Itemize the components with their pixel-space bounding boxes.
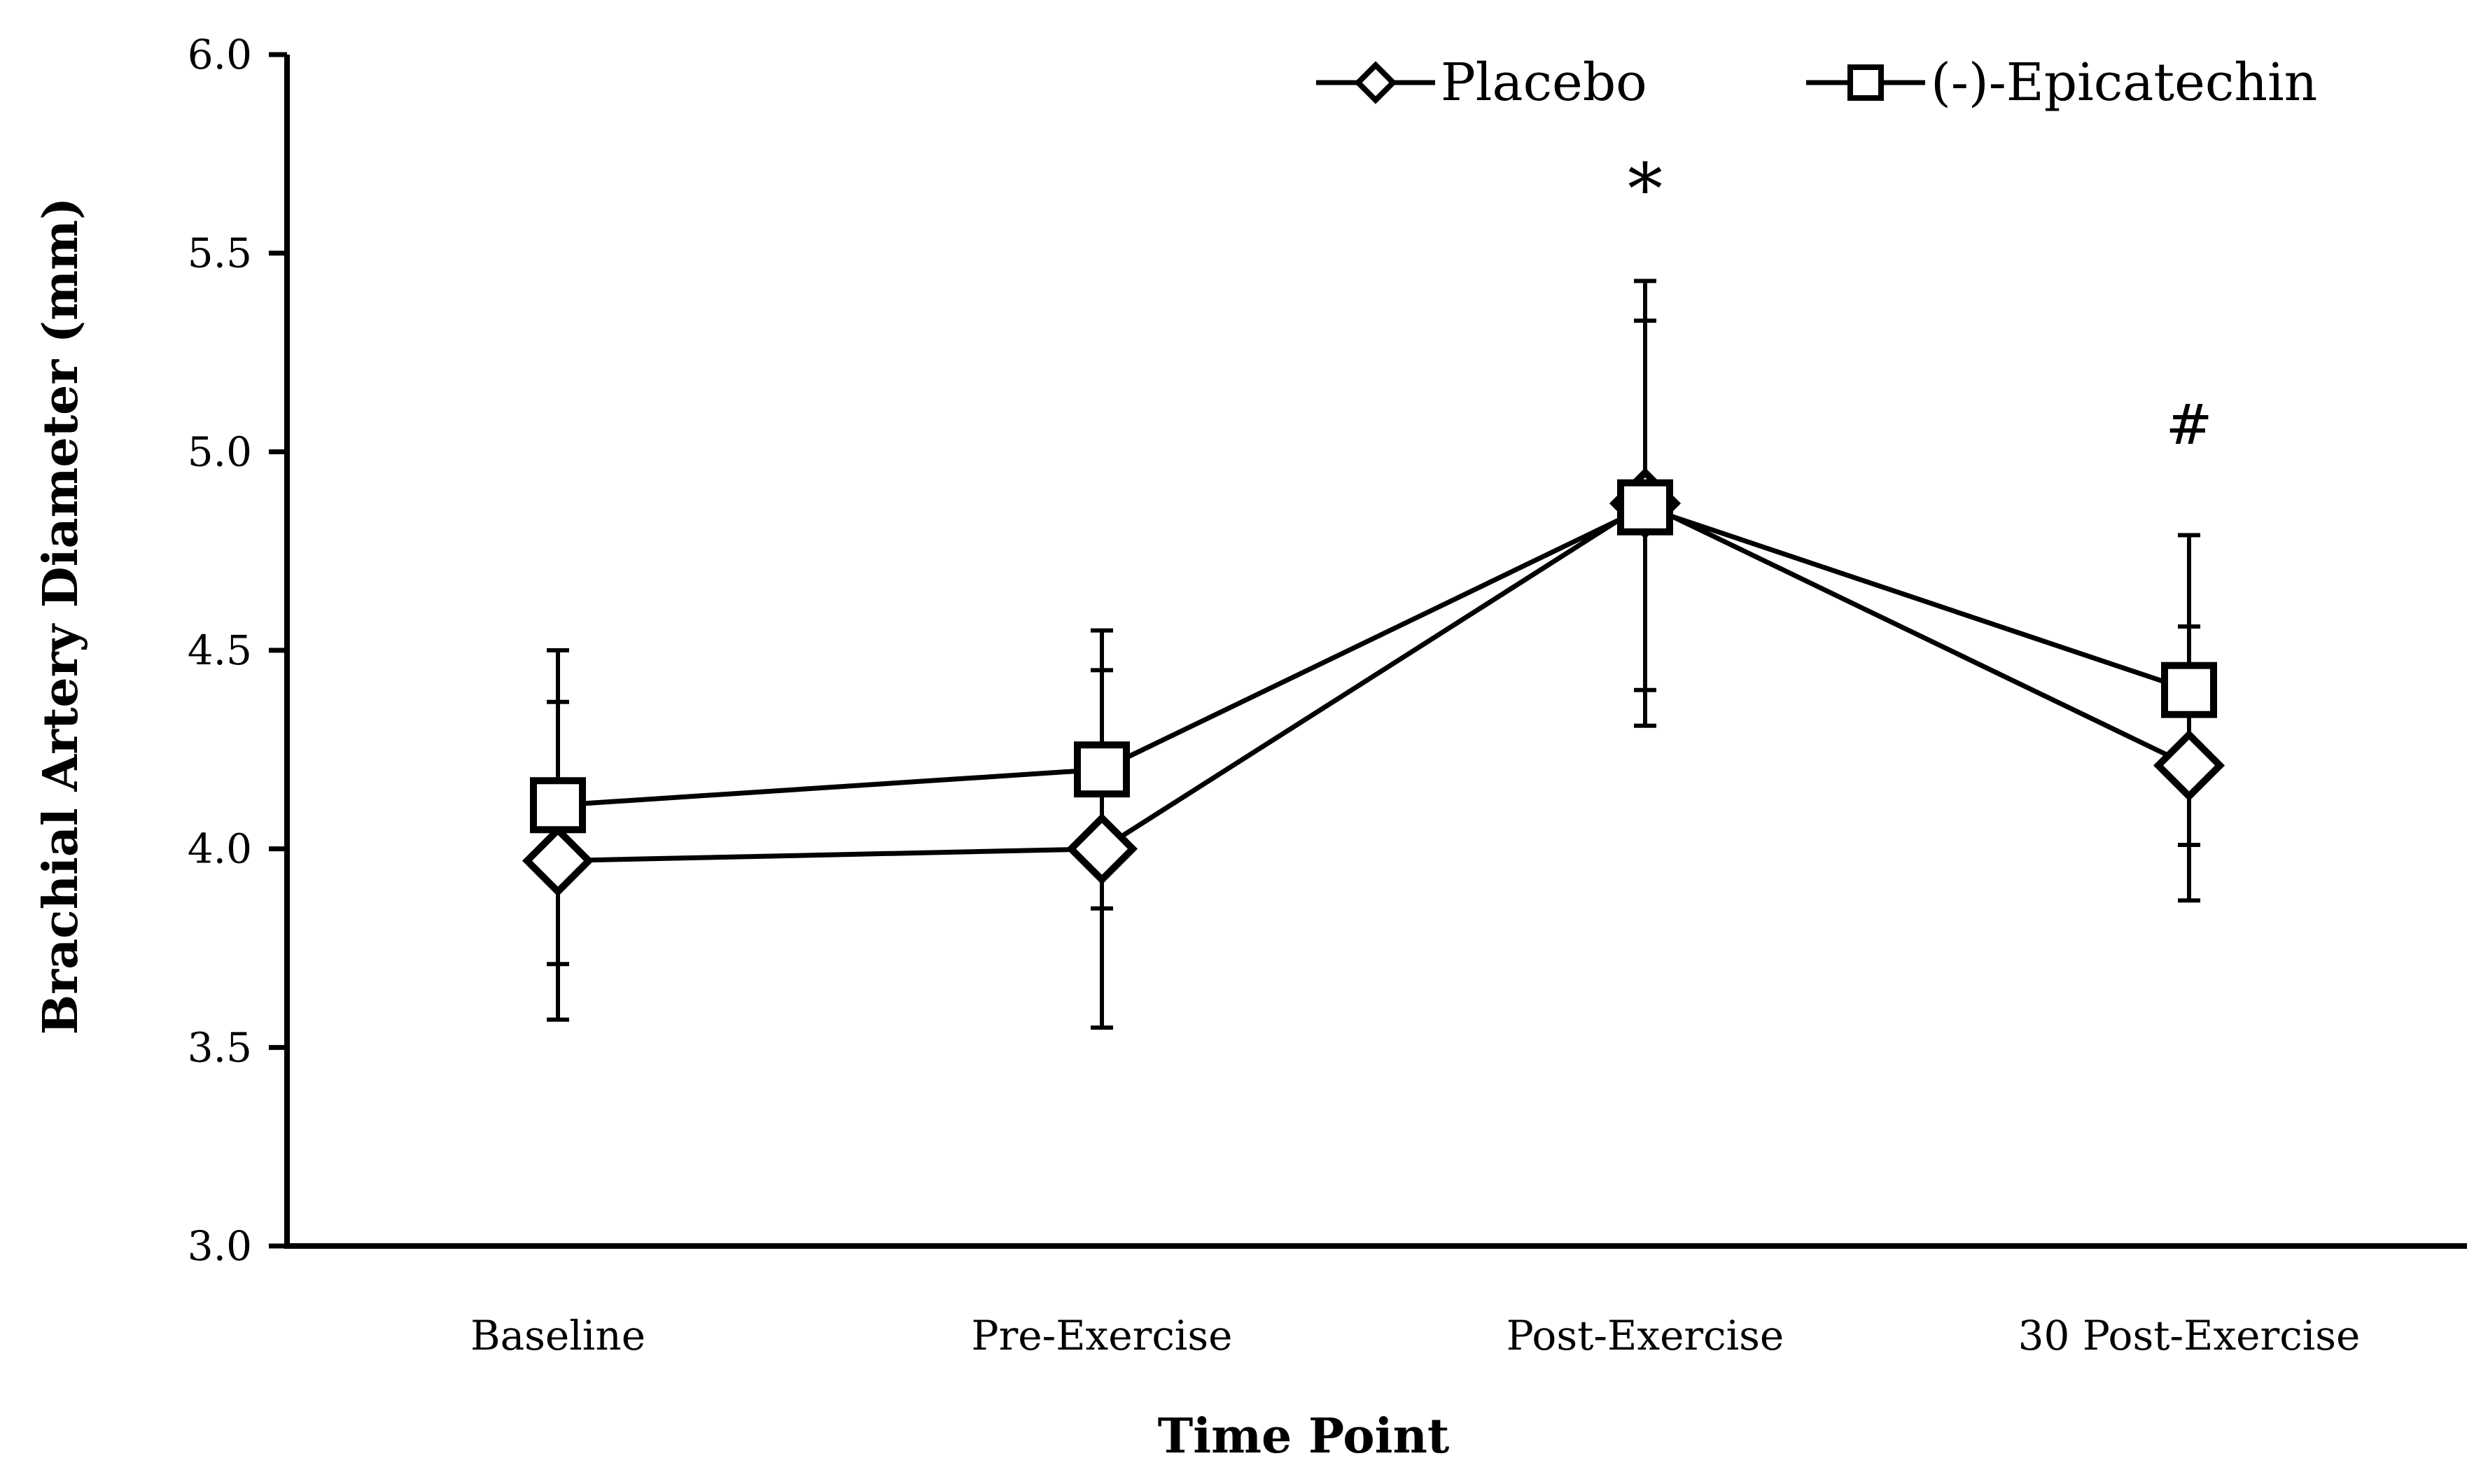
data-point-0 <box>2153 729 2225 802</box>
legend-label: Placebo <box>1441 52 1647 113</box>
series-line-0 <box>557 500 2190 864</box>
legend-square-marker <box>1847 64 1884 101</box>
series-layer <box>522 279 2225 1030</box>
data-point-1 <box>1074 741 1130 798</box>
y-tick-label: 4.5 <box>188 626 252 674</box>
y-tick-label: 4.0 <box>188 825 252 873</box>
data-point-0 <box>1065 813 1138 885</box>
legend-label: (-)-Epicatechin <box>1931 52 2317 113</box>
x-tick-label: Pre-Exercise <box>972 1312 1233 1359</box>
significance-marker: # <box>2165 392 2212 457</box>
data-point-1 <box>1617 479 1673 536</box>
y-tick-label: 3.0 <box>188 1222 252 1270</box>
y-tick-label: 5.0 <box>188 428 252 475</box>
y-tick-label: 6.0 <box>188 31 252 78</box>
y-axis-title: Brachial Artery Diameter (mm) <box>33 197 89 1035</box>
annotations: *# <box>1628 148 2213 457</box>
data-point-1 <box>2161 662 2217 718</box>
data-point-0 <box>522 825 594 897</box>
x-tick-label: Post-Exercise <box>1507 1312 1784 1359</box>
significance-marker: * <box>1628 148 1663 230</box>
legend: Placebo (-)-Epicatechin <box>1316 52 2317 113</box>
axes: 3.0 3.5 4.0 4.5 5.0 5.5 6.0 Baseline Pre-Exercis… <box>188 31 2467 1359</box>
error-bars-1 <box>547 318 2200 967</box>
error-bars-0 <box>547 279 2200 1030</box>
data-point-1 <box>530 777 586 834</box>
series-line-1 <box>557 504 2190 808</box>
y-tick-label: 3.5 <box>188 1023 252 1071</box>
x-tick-label: 30 Post-Exercise <box>2018 1312 2361 1359</box>
y-tick-label: 5.5 <box>188 230 252 277</box>
legend-diamond-marker <box>1354 61 1397 104</box>
x-axis-title: Time Point <box>1158 1408 1450 1464</box>
x-tick-label: Baseline <box>470 1312 645 1359</box>
